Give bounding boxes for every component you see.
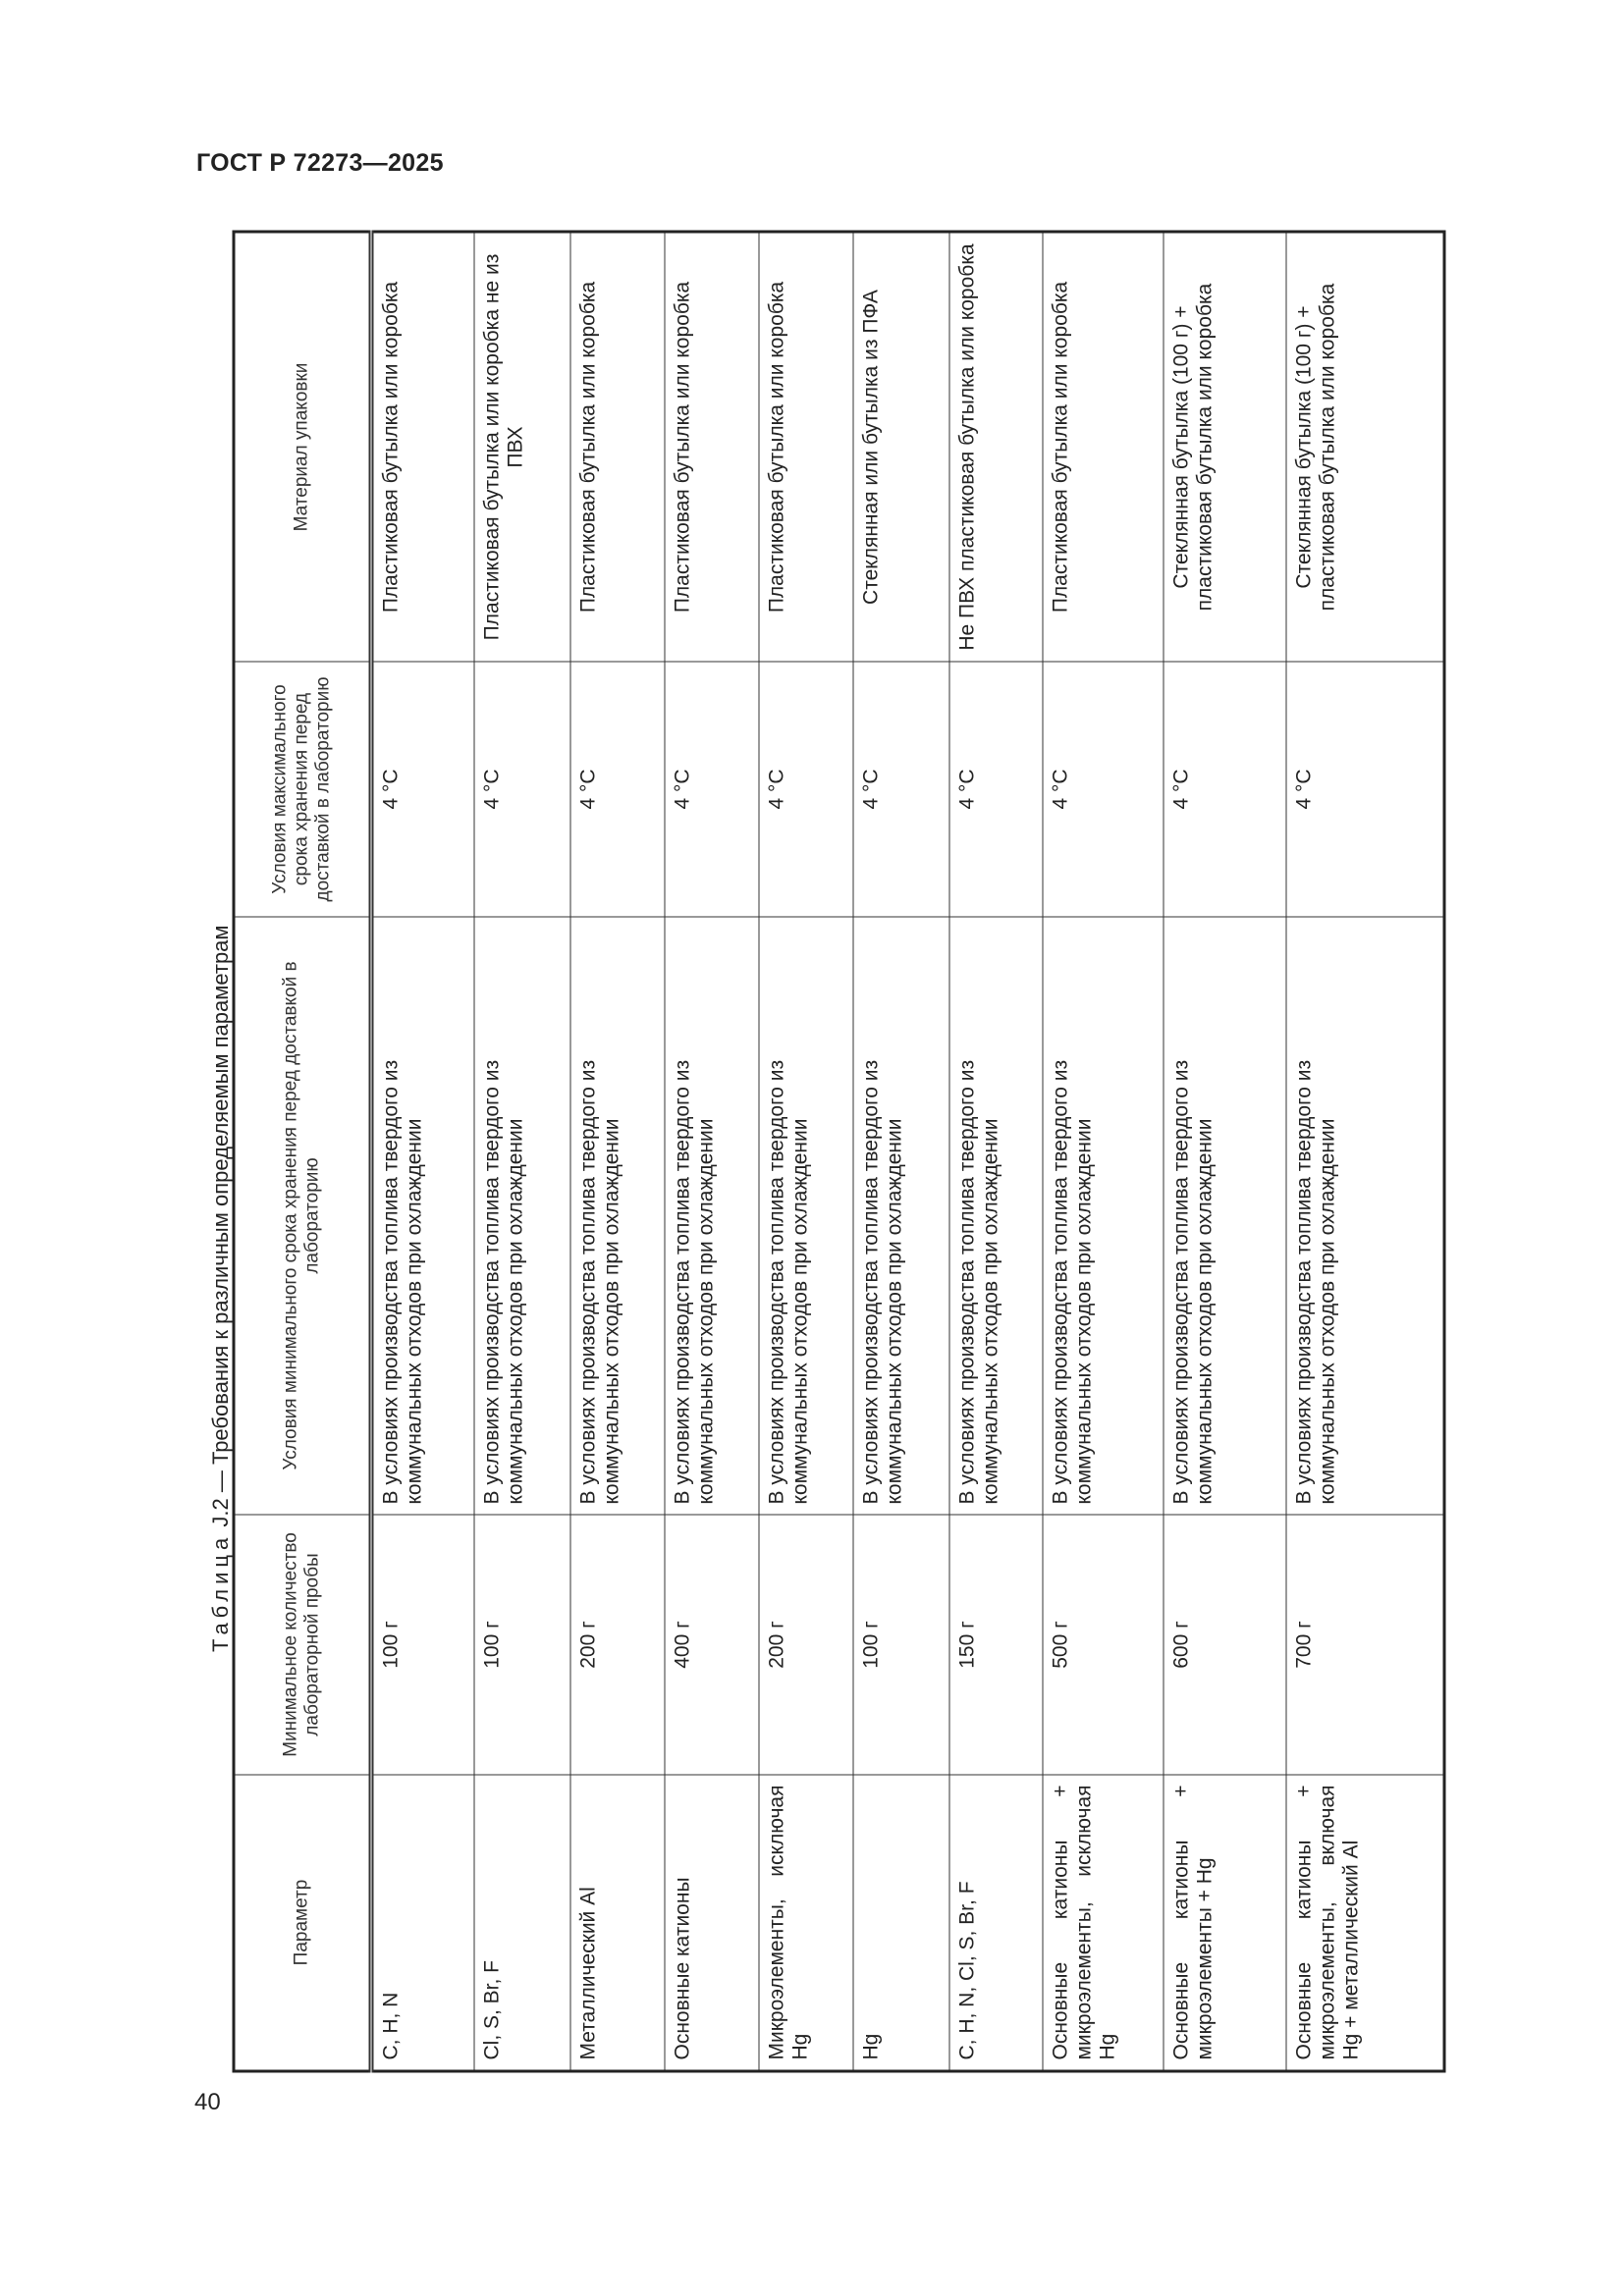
- cell-max-storage: 4 °C: [474, 662, 570, 917]
- cell-max-storage: 4 °C: [759, 662, 853, 917]
- cell-min-quantity: 600 г: [1164, 1515, 1286, 1775]
- caption-number: J.2: [208, 1498, 233, 1527]
- cell-min-storage: В условиях производства топлива твердого…: [1286, 917, 1444, 1515]
- cell-max-storage: 4 °C: [949, 662, 1043, 917]
- cell-min-storage: В условиях производства топлива твердого…: [474, 917, 570, 1515]
- cell-min-quantity: 200 г: [570, 1515, 665, 1775]
- cell-min-storage: В условиях производства топлива твердого…: [570, 917, 665, 1515]
- cell-packaging: Не ПВХ пластиковая бутылка или коробка: [949, 232, 1043, 662]
- cell-max-storage: 4 °C: [570, 662, 665, 917]
- cell-min-storage: В условиях производства топлива твердого…: [1164, 917, 1286, 1515]
- column-header: Материал упаковки: [234, 232, 371, 662]
- table-row: Основные катионы + микроэлементы, включа…: [1286, 232, 1444, 2071]
- cell-min-quantity: 400 г: [665, 1515, 759, 1775]
- cell-parameter: Микроэлементы, исключая Hg: [759, 1775, 853, 2071]
- cell-parameter: Cl, S, Br, F: [474, 1775, 570, 2071]
- column-header: Условия максимального срока хранения пер…: [234, 662, 371, 917]
- requirements-table: Параметр Минимальное количество лаборато…: [232, 230, 1446, 2073]
- cell-parameter: Металлический Al: [570, 1775, 665, 2071]
- table-row: Основные катионы + микроэлементы, исключ…: [1043, 232, 1164, 2071]
- cell-parameter: C, H, N: [371, 1775, 474, 2071]
- table-header-row: Параметр Минимальное количество лаборато…: [234, 232, 371, 2071]
- column-header: Параметр: [234, 1775, 371, 2071]
- cell-min-quantity: 100 г: [853, 1515, 949, 1775]
- cell-packaging: Пластиковая бутылка или коробка: [371, 232, 474, 662]
- cell-parameter: Основные катионы + микроэлементы, исключ…: [1043, 1775, 1164, 2071]
- cell-packaging: Пластиковая бутылка или коробка: [570, 232, 665, 662]
- cell-min-quantity: 500 г: [1043, 1515, 1164, 1775]
- cell-min-storage: В условиях производства топлива твердого…: [949, 917, 1043, 1515]
- cell-packaging: Пластиковая бутылка или коробка: [665, 232, 759, 662]
- cell-min-storage: В условиях производства топлива твердого…: [371, 917, 474, 1515]
- cell-max-storage: 4 °C: [665, 662, 759, 917]
- column-header: Условия минимального срока хранения пере…: [234, 917, 371, 1515]
- cell-packaging: Стеклянная бутылка (100 г) + пластиковая…: [1286, 232, 1444, 662]
- cell-parameter: Основные катионы + микроэлементы, включа…: [1286, 1775, 1444, 2071]
- cell-min-quantity: 200 г: [759, 1515, 853, 1775]
- cell-parameter: C, H, N, Cl, S, Br, F: [949, 1775, 1043, 2071]
- cell-min-storage: В условиях производства топлива твердого…: [1043, 917, 1164, 1515]
- column-header: Минимальное количество лабораторной проб…: [234, 1515, 371, 1775]
- cell-parameter: Основные катионы + микроэлементы + Hg: [1164, 1775, 1286, 2071]
- table-row: Основные катионы + микроэлементы + Hg 600…: [1164, 232, 1286, 2071]
- cell-packaging: Пластиковая бутылка или коробка: [1043, 232, 1164, 662]
- cell-parameter: Основные катионы: [665, 1775, 759, 2071]
- cell-packaging: Стеклянная бутылка (100 г) + пластиковая…: [1164, 232, 1286, 662]
- caption-text: — Требования к различным определяемым па…: [208, 925, 233, 1493]
- cell-packaging: Пластиковая бутылка или коробка: [759, 232, 853, 662]
- cell-max-storage: 4 °C: [371, 662, 474, 917]
- document-title: ГОСТ Р 72273—2025: [196, 149, 444, 177]
- cell-parameter: Hg: [853, 1775, 949, 2071]
- cell-min-quantity: 100 г: [474, 1515, 570, 1775]
- cell-max-storage: 4 °C: [1164, 662, 1286, 917]
- cell-packaging: Пластиковая бутылка или коробка не из ПВ…: [474, 232, 570, 662]
- page-number: 40: [194, 2089, 221, 2115]
- cell-max-storage: 4 °C: [1286, 662, 1444, 917]
- cell-max-storage: 4 °C: [853, 662, 949, 917]
- cell-min-storage: В условиях производства топлива твердого…: [853, 917, 949, 1515]
- cell-packaging: Стеклянная или бутылка из ПФА: [853, 232, 949, 662]
- cell-min-quantity: 700 г: [1286, 1515, 1444, 1775]
- caption-prefix: Таблица: [208, 1532, 233, 1652]
- cell-min-storage: В условиях производства топлива твердого…: [665, 917, 759, 1515]
- requirements-table-container: Параметр Минимальное количество лаборато…: [232, 230, 1446, 2073]
- cell-min-storage: В условиях производства топлива твердого…: [759, 917, 853, 1515]
- cell-max-storage: 4 °C: [1043, 662, 1164, 917]
- cell-min-quantity: 150 г: [949, 1515, 1043, 1775]
- cell-min-quantity: 100 г: [371, 1515, 474, 1775]
